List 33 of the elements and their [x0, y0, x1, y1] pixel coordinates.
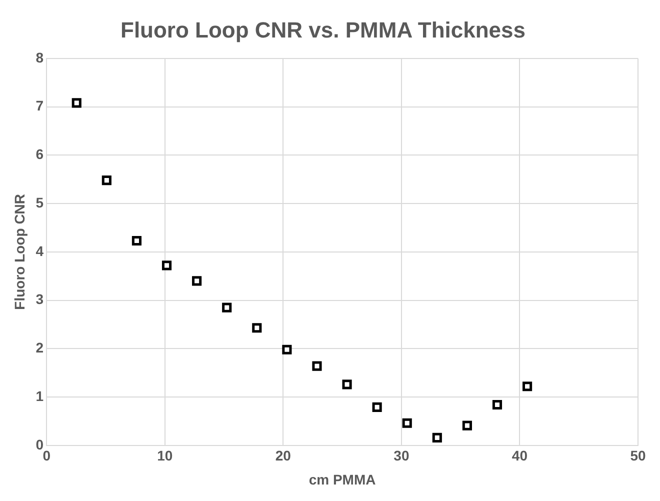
y-tick-label: 6: [36, 146, 44, 162]
point: [522, 382, 532, 392]
x-tick-label: 20: [275, 448, 292, 464]
point: [492, 400, 502, 410]
point: [312, 361, 322, 371]
point: [342, 380, 352, 390]
point: [102, 176, 112, 186]
point: [162, 260, 172, 270]
x-tick-label: 30: [394, 448, 410, 464]
point: [222, 302, 232, 312]
point: [402, 418, 412, 428]
x-tick-label: 10: [157, 448, 173, 464]
y-tick-label: 1: [36, 388, 44, 404]
y-tick-label: 2: [36, 340, 44, 356]
y-axis-title: Fluoro Loop CNR: [11, 194, 28, 310]
point: [432, 432, 442, 442]
x-axis-title: cm PMMA: [308, 471, 376, 488]
y-tick-label: 0: [36, 436, 44, 452]
x-tick-label: 50: [630, 448, 646, 464]
y-tick-label: 3: [36, 291, 44, 308]
chart-title: Fluoro Loop CNR vs. PMMA Thickness: [120, 17, 526, 42]
point: [372, 402, 382, 412]
point: [462, 420, 472, 430]
y-tick-label: 5: [36, 194, 44, 210]
point: [192, 276, 202, 286]
y-tick-label: 4: [36, 242, 44, 259]
x-tick-label: 40: [512, 448, 528, 464]
y-tick-label: 7: [36, 98, 44, 114]
point: [282, 344, 292, 354]
point: [252, 323, 262, 333]
y-tick-label: 8: [36, 49, 44, 66]
point: [72, 98, 82, 108]
point: [132, 236, 142, 246]
